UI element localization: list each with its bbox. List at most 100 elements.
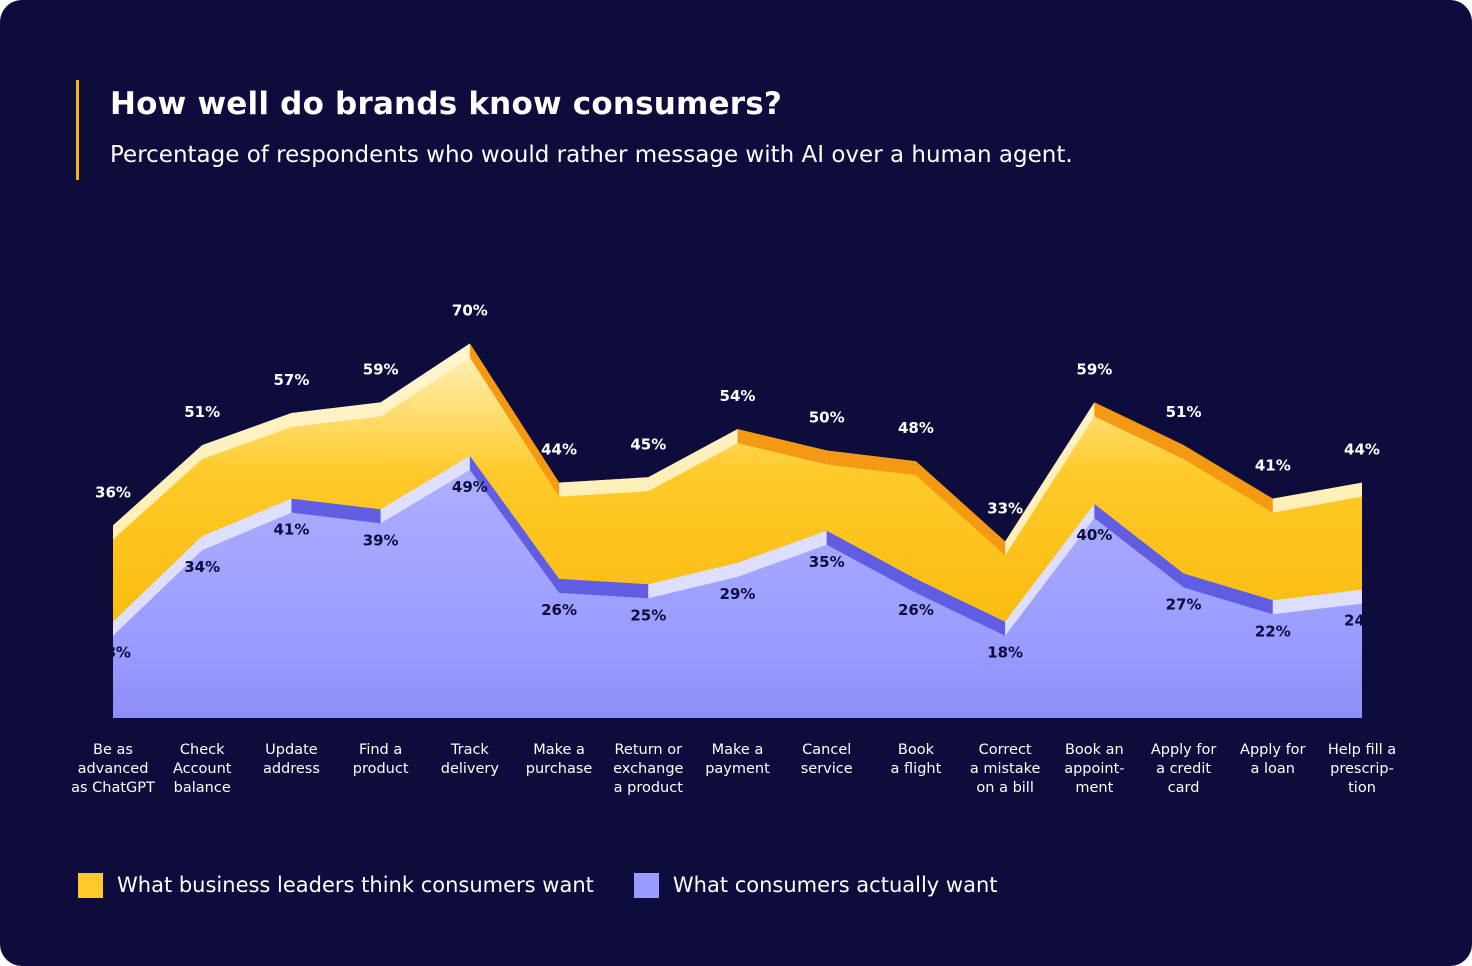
category-label: Make a purchase xyxy=(526,742,593,777)
category-label-line: Make a xyxy=(533,742,585,758)
consumers-value-label: 35% xyxy=(809,553,845,571)
consumers-value-label: 49% xyxy=(452,478,488,496)
title-accent-bar xyxy=(76,80,79,180)
category-label: Apply for a loan xyxy=(1240,742,1306,777)
category-label-line: balance xyxy=(174,780,231,796)
category-label: Check Account balance xyxy=(173,742,232,796)
category-label-line: product xyxy=(353,761,409,777)
consumers-value-label: 25% xyxy=(630,606,666,624)
consumers-value-label: 22% xyxy=(1255,622,1291,640)
category-label-line: delivery xyxy=(441,761,500,777)
area-leaders-edge xyxy=(1272,482,1362,513)
area-consumers-edge xyxy=(1272,589,1362,615)
category-label-line: appoint- xyxy=(1064,761,1124,777)
category-label-line: a flight xyxy=(891,761,942,777)
category-label: Track delivery xyxy=(441,742,500,777)
leaders-value-label: 57% xyxy=(273,371,309,389)
leaders-value-label: 50% xyxy=(809,409,845,427)
leaders-value-label: 36% xyxy=(95,483,131,501)
category-label: Update address xyxy=(263,742,320,777)
area-consumers-edge xyxy=(737,530,827,577)
consumers-value-label: 29% xyxy=(720,585,756,603)
consumers-value-label: 18% xyxy=(987,644,1023,662)
area-consumers-edge xyxy=(915,578,1006,636)
area-consumers-edge xyxy=(1183,573,1273,615)
leaders-value-label: 33% xyxy=(987,499,1023,517)
category-label-line: a product xyxy=(614,780,684,796)
leaders-value-label: 59% xyxy=(1076,360,1112,378)
category-label-line: address xyxy=(263,761,320,777)
category-label-line: on a bill xyxy=(976,780,1033,796)
area-consumers-edge xyxy=(469,455,560,593)
category-label-line: a mistake xyxy=(970,761,1041,777)
leaders-value-label: 44% xyxy=(541,441,577,459)
leaders-value-label: 44% xyxy=(1344,441,1380,459)
area-consumers-edge xyxy=(202,498,292,551)
leaders-value-label: 70% xyxy=(452,302,488,320)
category-label: Make a payment xyxy=(705,742,770,777)
area-leaders-edge xyxy=(113,445,203,540)
leaders-value-label: 41% xyxy=(1255,457,1291,475)
area-leaders-edge xyxy=(915,461,1006,556)
category-label-line: a loan xyxy=(1251,761,1295,777)
category-label-line: Account xyxy=(173,761,232,777)
category-label-line: Book xyxy=(898,742,935,758)
category-label-line: exchange xyxy=(613,761,683,777)
area-consumers-edge xyxy=(1094,504,1184,588)
consumers-value-label: 26% xyxy=(898,601,934,619)
category-label-line: card xyxy=(1168,780,1200,796)
area-leaders-edge xyxy=(737,429,827,465)
category-label: Return or exchange a product xyxy=(613,742,683,796)
area-leaders-edge xyxy=(559,477,649,497)
category-label: Book a flight xyxy=(891,742,942,777)
leaders-value-label: 51% xyxy=(1166,403,1202,421)
legend-swatch-consumers xyxy=(633,872,659,898)
category-label: Apply for a credit card xyxy=(1151,742,1217,796)
area-consumers-edge xyxy=(826,530,916,593)
category-label-line: Track xyxy=(450,742,490,758)
area-consumers xyxy=(113,455,1362,718)
leaders-value-label: 48% xyxy=(898,419,934,437)
category-label-line: prescrip- xyxy=(1330,761,1394,777)
area-leaders-edge xyxy=(1005,402,1095,556)
consumers-value-label: 41% xyxy=(273,521,309,539)
consumers-value-label: 26% xyxy=(541,601,577,619)
category-label-line: Update xyxy=(265,742,318,758)
category-label-line: service xyxy=(801,761,853,777)
category-label-line: tion xyxy=(1348,780,1376,796)
consumers-value-label: 34% xyxy=(184,558,220,576)
leaders-value-label: 51% xyxy=(184,403,220,421)
area-leaders-edge xyxy=(380,343,470,417)
leaders-value-label: 59% xyxy=(363,360,399,378)
category-label-line: payment xyxy=(705,761,770,777)
chart-legend: What business leaders think consumers wa… xyxy=(78,870,1038,900)
consumers-value-label: 18% xyxy=(95,644,131,662)
category-label-line: purchase xyxy=(526,761,593,777)
category-label-line: advanced xyxy=(78,761,149,777)
category-label-line: ment xyxy=(1075,780,1113,796)
area-consumers-edge xyxy=(648,562,738,599)
consumers-value-label: 40% xyxy=(1076,526,1112,544)
category-label: Find a product xyxy=(353,742,409,777)
category-label-line: Return or xyxy=(615,742,683,758)
leaders-value-label: 54% xyxy=(720,387,756,405)
area-leaders-edge xyxy=(469,343,560,497)
area-leaders-edge xyxy=(826,450,916,476)
chart-title: How well do brands know consumers? xyxy=(110,86,783,122)
chart-subtitle: Percentage of respondents who would rath… xyxy=(110,142,1073,168)
area-leaders-edge xyxy=(202,413,292,460)
consumers-value-label: 39% xyxy=(363,531,399,549)
area-leaders-edge xyxy=(291,402,381,428)
legend-item-leaders: What business leaders think consumers wa… xyxy=(78,872,594,898)
category-label-line: Find a xyxy=(359,742,402,758)
category-label: Be as advanced as ChatGPT xyxy=(71,742,155,796)
legend-swatch-leaders xyxy=(78,872,103,898)
category-label-line: Check xyxy=(180,742,225,758)
category-label-line: Book an xyxy=(1065,742,1124,758)
area-consumers-edge xyxy=(113,536,203,636)
category-label-line: Correct xyxy=(979,742,1032,758)
area-leaders-edge xyxy=(648,429,738,492)
legend-label-leaders: What business leaders think consumers wa… xyxy=(117,873,594,897)
